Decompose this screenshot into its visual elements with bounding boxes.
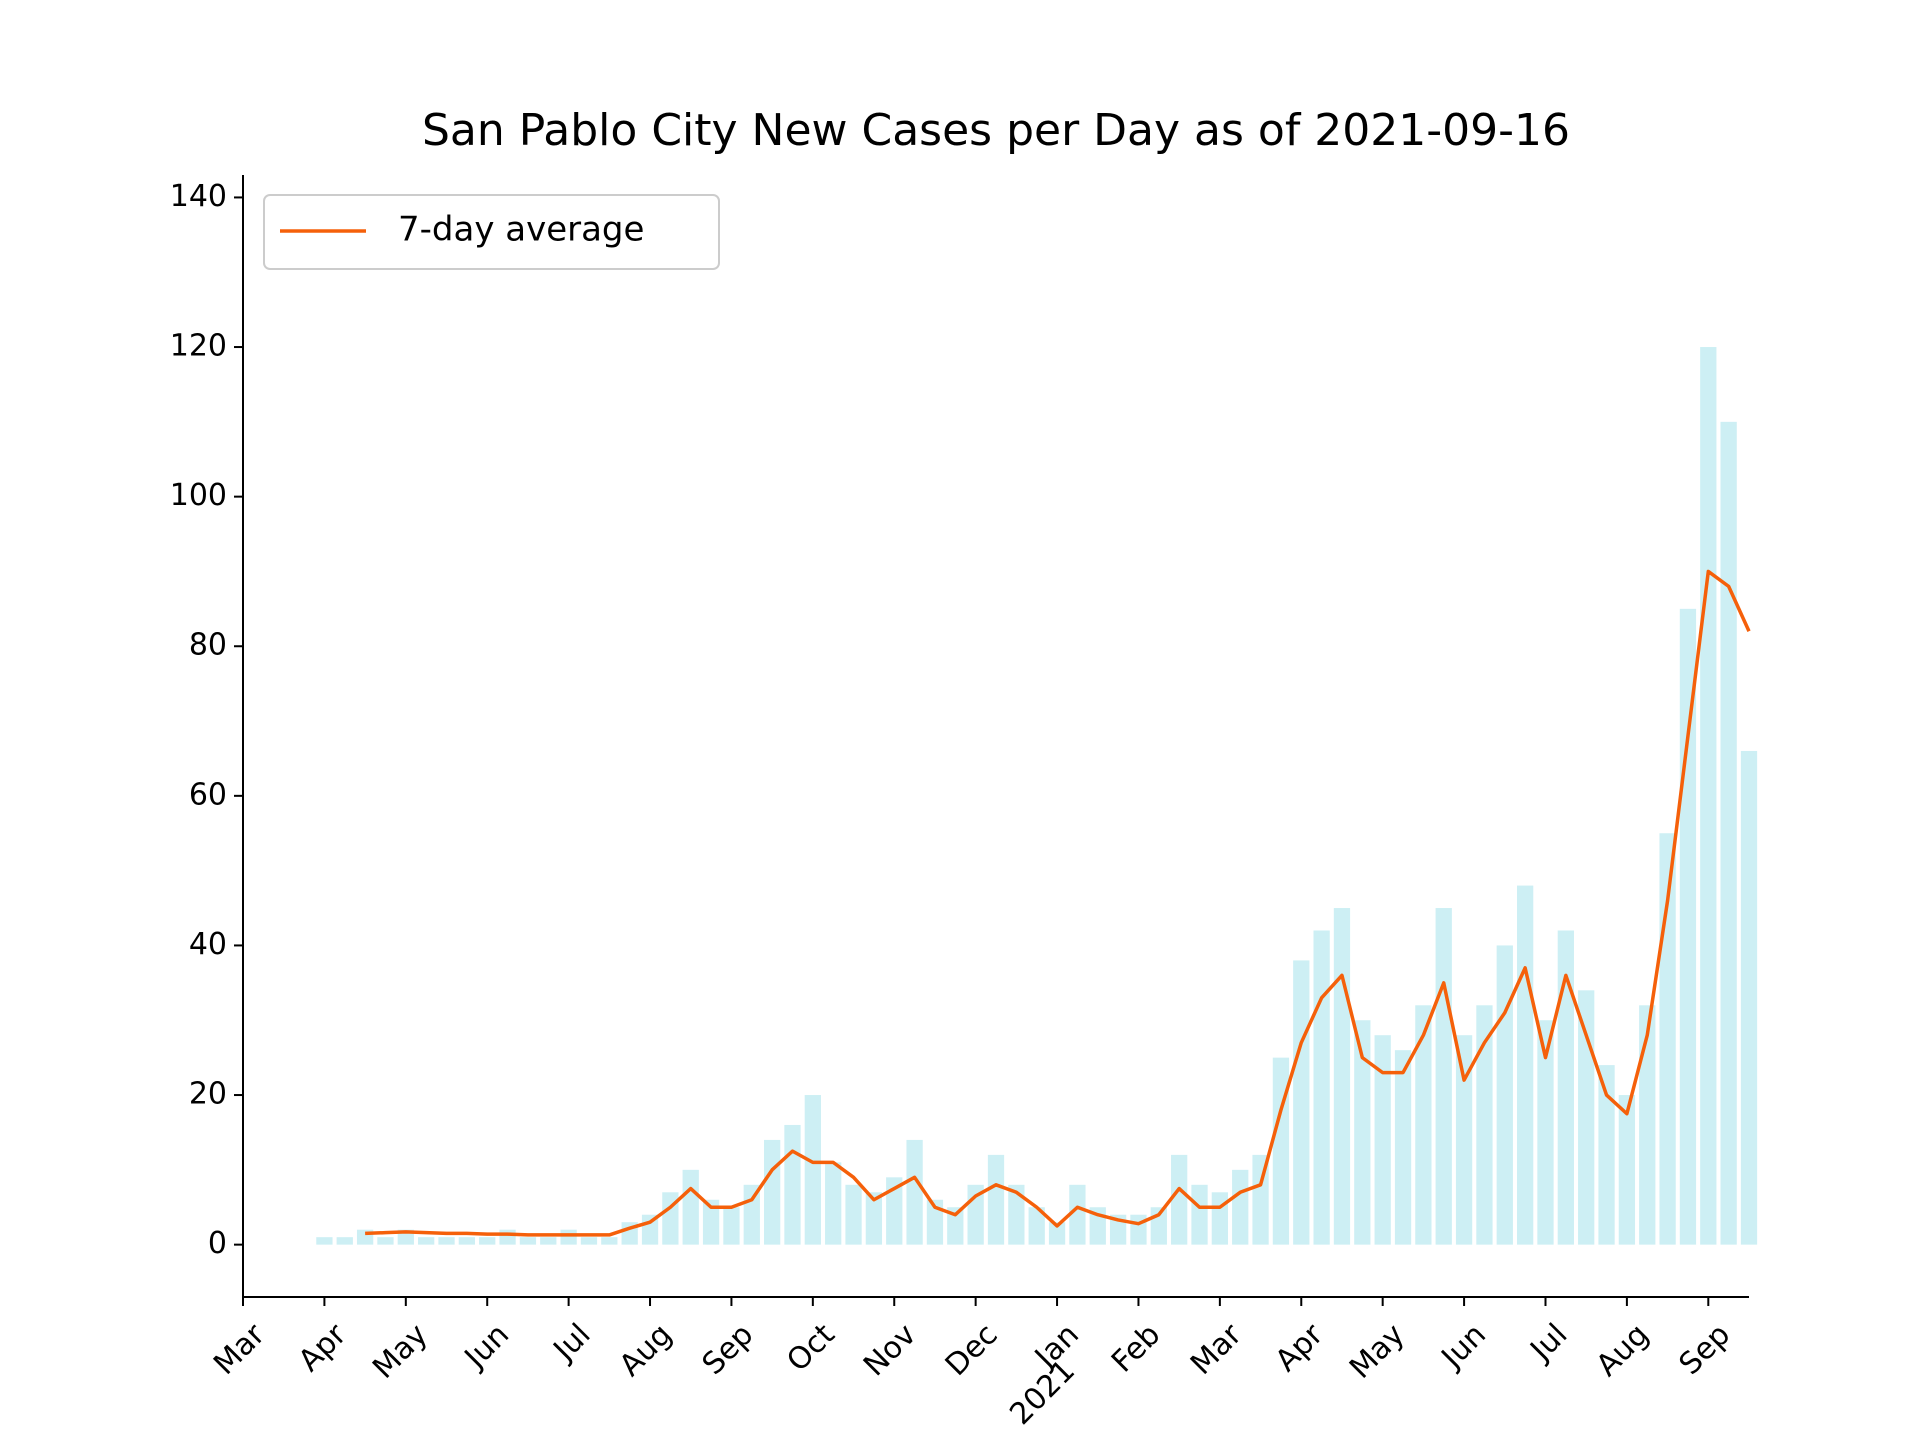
case-bar xyxy=(499,1229,516,1245)
case-bar xyxy=(1516,885,1534,1245)
case-bar xyxy=(926,1199,944,1245)
case-bar xyxy=(682,1169,699,1245)
x-tick-label: Jun xyxy=(457,1317,516,1376)
y-tick-label: 80 xyxy=(189,628,227,663)
case-bar xyxy=(1415,1005,1432,1245)
case-bar xyxy=(1455,1035,1473,1245)
case-bar xyxy=(1435,908,1452,1245)
case-bar xyxy=(1639,1005,1656,1245)
case-bar xyxy=(825,1162,842,1245)
case-bar xyxy=(1171,1154,1188,1245)
case-bar xyxy=(906,1139,923,1245)
case-bar xyxy=(1272,1057,1290,1245)
case-bar xyxy=(1740,750,1758,1245)
case-bar xyxy=(1252,1154,1269,1245)
case-bar xyxy=(458,1237,476,1245)
case-bar xyxy=(438,1237,455,1245)
case-bar xyxy=(784,1124,801,1245)
case-bar xyxy=(865,1192,883,1245)
x-tick-label: Mar xyxy=(1184,1317,1249,1382)
x-tick-label: Sep xyxy=(1672,1317,1737,1382)
x-tick-label: Apr xyxy=(292,1317,354,1379)
y-tick-label: 60 xyxy=(189,777,227,812)
x-tick-label: Jul xyxy=(1523,1317,1575,1369)
case-bar xyxy=(1618,1095,1636,1245)
x-tick-label: Apr xyxy=(1269,1317,1331,1379)
case-bar xyxy=(540,1237,557,1245)
case-bar xyxy=(377,1237,394,1245)
case-bar xyxy=(1354,1020,1371,1245)
case-bar xyxy=(1537,1020,1554,1245)
x-tick-label: May xyxy=(366,1317,435,1386)
x-tick-label: Sep xyxy=(696,1317,761,1382)
case-bar xyxy=(1211,1192,1229,1245)
case-bar xyxy=(1700,347,1717,1245)
y-tick-label: 140 xyxy=(170,179,227,214)
case-bar xyxy=(763,1139,781,1245)
x-tick-label: Dec xyxy=(939,1317,1005,1383)
case-bar xyxy=(601,1237,618,1245)
case-bar xyxy=(1578,990,1595,1245)
case-bar xyxy=(1374,1035,1391,1245)
case-bar xyxy=(987,1154,1005,1245)
case-bar xyxy=(1069,1184,1086,1245)
case-bar xyxy=(1008,1184,1025,1245)
y-tick-label: 40 xyxy=(189,927,227,962)
y-tick-label: 100 xyxy=(170,478,227,513)
case-bar xyxy=(316,1237,333,1245)
case-bar xyxy=(886,1177,903,1245)
x-tick-label: Mar xyxy=(207,1317,272,1382)
case-bar xyxy=(1394,1050,1412,1245)
case-bar xyxy=(580,1237,598,1245)
x-tick-label: Jul xyxy=(546,1317,598,1369)
y-tick-label: 0 xyxy=(208,1226,227,1261)
case-bar xyxy=(1232,1169,1249,1245)
case-bar xyxy=(723,1207,740,1245)
legend-label: 7-day average xyxy=(398,210,644,250)
case-bar xyxy=(1028,1207,1045,1245)
case-bar xyxy=(1293,960,1310,1245)
x-tick-label: Aug xyxy=(613,1317,679,1383)
case-bar xyxy=(519,1237,537,1245)
case-bar xyxy=(1496,945,1513,1245)
case-bar xyxy=(1130,1214,1147,1245)
legend: 7-day average xyxy=(263,194,720,270)
case-bar xyxy=(1720,421,1737,1245)
case-bar xyxy=(1048,1222,1066,1245)
x-tick-label: Feb xyxy=(1105,1317,1167,1379)
case-bar xyxy=(336,1237,353,1245)
x-tick-label: Nov xyxy=(857,1317,923,1383)
x-tick-label: Aug xyxy=(1590,1317,1656,1383)
x-tick-label: May xyxy=(1343,1317,1412,1386)
x-tick-label: Jun xyxy=(1434,1317,1493,1376)
case-bar xyxy=(1476,1005,1493,1245)
case-bar xyxy=(1191,1184,1208,1245)
y-tick-label: 20 xyxy=(189,1077,227,1112)
case-bar xyxy=(845,1184,862,1245)
x-tick-label: Oct xyxy=(780,1317,842,1379)
case-bar xyxy=(702,1199,720,1245)
case-bar xyxy=(479,1237,496,1245)
legend-box xyxy=(263,194,720,270)
chart-title: San Pablo City New Cases per Day as of 2… xyxy=(422,105,1570,156)
y-tick-label: 120 xyxy=(170,329,227,364)
case-bar xyxy=(1598,1065,1615,1245)
case-bar xyxy=(1557,930,1574,1245)
case-bar xyxy=(1313,930,1330,1245)
case-bar xyxy=(947,1207,964,1245)
case-bar xyxy=(418,1237,435,1245)
average-line xyxy=(365,569,1751,1237)
case-bar xyxy=(560,1229,577,1245)
case-bar xyxy=(1333,908,1351,1245)
case-bar xyxy=(804,1095,821,1245)
